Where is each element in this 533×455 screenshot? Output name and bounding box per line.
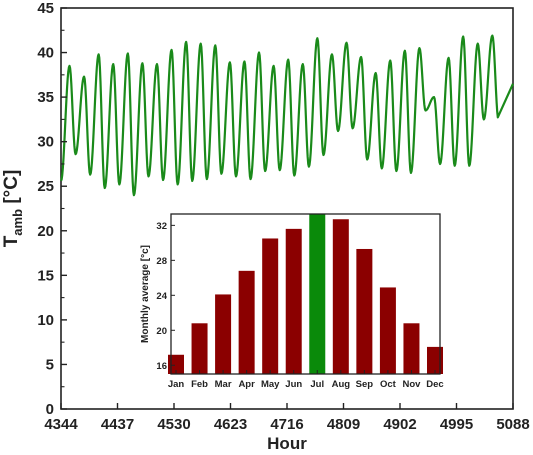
x-tick-label: 4344 — [44, 416, 78, 433]
inset-x-tick-label: Feb — [191, 379, 208, 390]
x-axis-title: Hour — [267, 434, 307, 453]
bar-aug — [332, 219, 349, 374]
inset-x-tick-label: Nov — [402, 379, 421, 390]
temperature-series-line — [59, 34, 515, 197]
bar-jun — [285, 228, 302, 374]
inset-x-tick-label: Dec — [426, 379, 443, 390]
inset-y-axis-title: Monthly average [°c] — [140, 245, 151, 343]
y-tick-label: 25 — [37, 178, 54, 195]
inset-x-tick-label: Sep — [356, 379, 374, 390]
y-tick-label: 30 — [37, 134, 54, 151]
inset-y-tick-label: 28 — [156, 256, 167, 267]
bar-sep — [356, 248, 373, 374]
y-tick-label: 40 — [37, 45, 54, 62]
x-tick-label: 4623 — [214, 416, 247, 433]
y-axis-title-subscript: amb — [10, 209, 25, 236]
inset-plot-frame — [170, 213, 441, 375]
y-tick-label: 45 — [37, 0, 54, 17]
inset-x-tick-label: Jun — [285, 379, 302, 390]
x-tick-label: 4530 — [157, 416, 190, 433]
inset-x-tick-label: May — [261, 379, 280, 390]
y-tick-label: 15 — [37, 267, 54, 284]
x-tick-label: 4902 — [383, 416, 416, 433]
y-tick-label: 5 — [46, 356, 54, 373]
y-tick-label: 0 — [46, 401, 54, 418]
inset-y-tick-label: 20 — [156, 326, 167, 337]
bar-apr — [238, 270, 255, 374]
inset-x-tick-label: Jul — [310, 379, 324, 390]
bar-mar — [215, 294, 232, 374]
y-tick-label: 10 — [37, 312, 54, 329]
inset-x-tick-label: Aug — [332, 379, 351, 390]
bar-dec — [427, 346, 443, 374]
inset-y-tick-label: 24 — [156, 291, 167, 302]
y-axis-title: Tamb [°C] — [1, 170, 25, 248]
y-axis-title-symbol: T — [1, 235, 22, 247]
bar-nov — [403, 323, 420, 374]
inset-x-tick-label: Apr — [238, 379, 255, 390]
inset-y-tick-label: 16 — [156, 361, 167, 372]
inset-x-tick-label: Oct — [380, 379, 397, 390]
inset-x-tick-label: Jan — [168, 379, 185, 390]
bar-oct — [379, 287, 396, 374]
y-axis-title-unit: [°C] — [1, 170, 22, 209]
bar-jul — [309, 214, 326, 374]
inset-y-tick-label: 32 — [156, 221, 167, 232]
x-tick-label: 4809 — [327, 416, 360, 433]
x-tick-label: 4995 — [440, 416, 473, 433]
bar-may — [262, 238, 279, 374]
x-tick-label: 5088 — [496, 416, 529, 433]
bar-feb — [191, 323, 208, 374]
x-tick-label: 4437 — [101, 416, 134, 433]
x-tick-label: 4716 — [270, 416, 303, 433]
y-tick-label: 35 — [37, 89, 54, 106]
inset-x-tick-label: Mar — [215, 379, 232, 390]
bar-jan — [168, 354, 184, 374]
y-tick-label: 20 — [37, 223, 54, 240]
